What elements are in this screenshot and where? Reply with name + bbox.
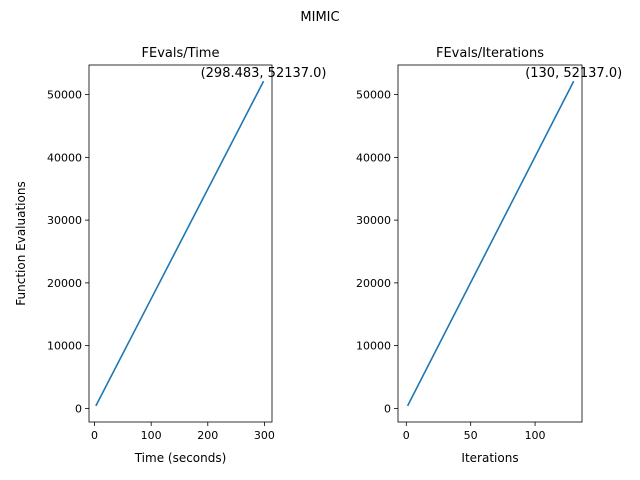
y-axis-label: Function Evaluations (14, 181, 28, 305)
axes-frame (88, 64, 273, 423)
y-tick-label: 10000 (356, 340, 391, 353)
series-line (95, 80, 265, 407)
y-tick-label: 10000 (47, 340, 82, 353)
y-tick-label: 20000 (356, 277, 391, 290)
x-tick-label: 200 (197, 429, 218, 442)
point-annotation: (298.483, 52137.0) (201, 66, 327, 81)
x-tick-label: 100 (525, 429, 546, 442)
y-tick-label: 40000 (47, 151, 82, 164)
y-tick-label: 20000 (47, 277, 82, 290)
point-annotation: (130, 52137.0) (525, 66, 622, 81)
x-tick-label: 0 (91, 429, 98, 442)
y-tick-label: 50000 (47, 89, 82, 102)
axes-1: FEvals/Time 0 100 200 300 0 10000 20000 30000 400… (14, 46, 327, 465)
y-tick-label: 0 (75, 402, 82, 415)
y-tick-label: 50000 (356, 89, 391, 102)
axes-2: FEvals/Iterations 0 50 100 0 10000 20000 30000 4… (356, 46, 622, 465)
y-tick-label: 40000 (356, 151, 391, 164)
x-tick-label: 300 (254, 429, 275, 442)
y-tick-label: 30000 (356, 214, 391, 227)
x-tick-label: 0 (403, 429, 410, 442)
axes-frame (397, 64, 583, 423)
y-tick-label: 0 (384, 402, 391, 415)
x-tick-label: 50 (464, 429, 478, 442)
x-tick-label: 100 (141, 429, 162, 442)
x-axis-label: Iterations (461, 451, 518, 465)
axes-title: FEvals/Time (142, 46, 220, 61)
y-tick-label: 30000 (47, 214, 82, 227)
figure-suptitle: MIMIC (300, 10, 339, 25)
series-line (406, 80, 575, 407)
axes-title: FEvals/Iterations (436, 46, 544, 61)
x-axis-label: Time (seconds) (134, 451, 227, 465)
